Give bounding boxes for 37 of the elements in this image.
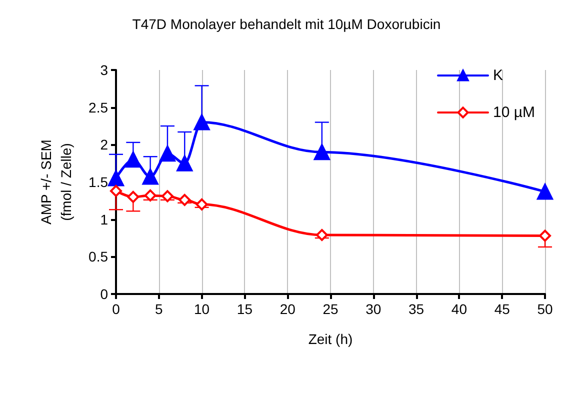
y-tick-label: 2.5 — [88, 99, 108, 116]
point — [196, 198, 208, 210]
point — [142, 168, 158, 185]
point — [539, 230, 551, 242]
x-tick-label: 0 — [112, 301, 120, 317]
legend-label: 10 µM — [493, 104, 536, 121]
point — [194, 114, 210, 130]
x-tick-label: 10 — [194, 301, 210, 317]
point — [125, 152, 142, 168]
x-tick-label: 35 — [408, 301, 424, 317]
y-tick-label: 1.5 — [88, 174, 108, 190]
chart-title: T47D Monolayer behandelt mit 10µM Doxorubicin — [132, 16, 441, 32]
y-axis-title: AMP +/- SEM (fmol / Zelle) — [38, 140, 74, 224]
point — [178, 194, 191, 206]
x-tick-label: 30 — [366, 301, 382, 317]
point — [108, 170, 124, 186]
legend-label: K — [493, 67, 504, 84]
x-axis-title: Zeit (h) — [308, 331, 353, 347]
y-tick-label: 1 — [100, 211, 108, 228]
x-tick-label: 5 — [155, 301, 163, 317]
x-tick-label: 20 — [280, 301, 296, 317]
y-tick-label: 2 — [100, 136, 108, 153]
y-tick-label: 3 — [100, 62, 108, 78]
point — [537, 184, 553, 200]
point — [316, 229, 328, 242]
point — [110, 184, 122, 197]
point — [176, 155, 193, 172]
x-tick-label: 50 — [537, 301, 553, 317]
y-tick-label: 0 — [100, 286, 108, 302]
y-tick-label: 0.5 — [88, 248, 108, 265]
x-tick-label: 45 — [494, 301, 510, 317]
point — [159, 146, 176, 162]
point — [314, 144, 330, 160]
x-tick-label: 25 — [322, 301, 338, 317]
x-tick-label: 15 — [236, 301, 253, 317]
point — [127, 190, 140, 203]
x-tick-label: 40 — [451, 301, 468, 317]
